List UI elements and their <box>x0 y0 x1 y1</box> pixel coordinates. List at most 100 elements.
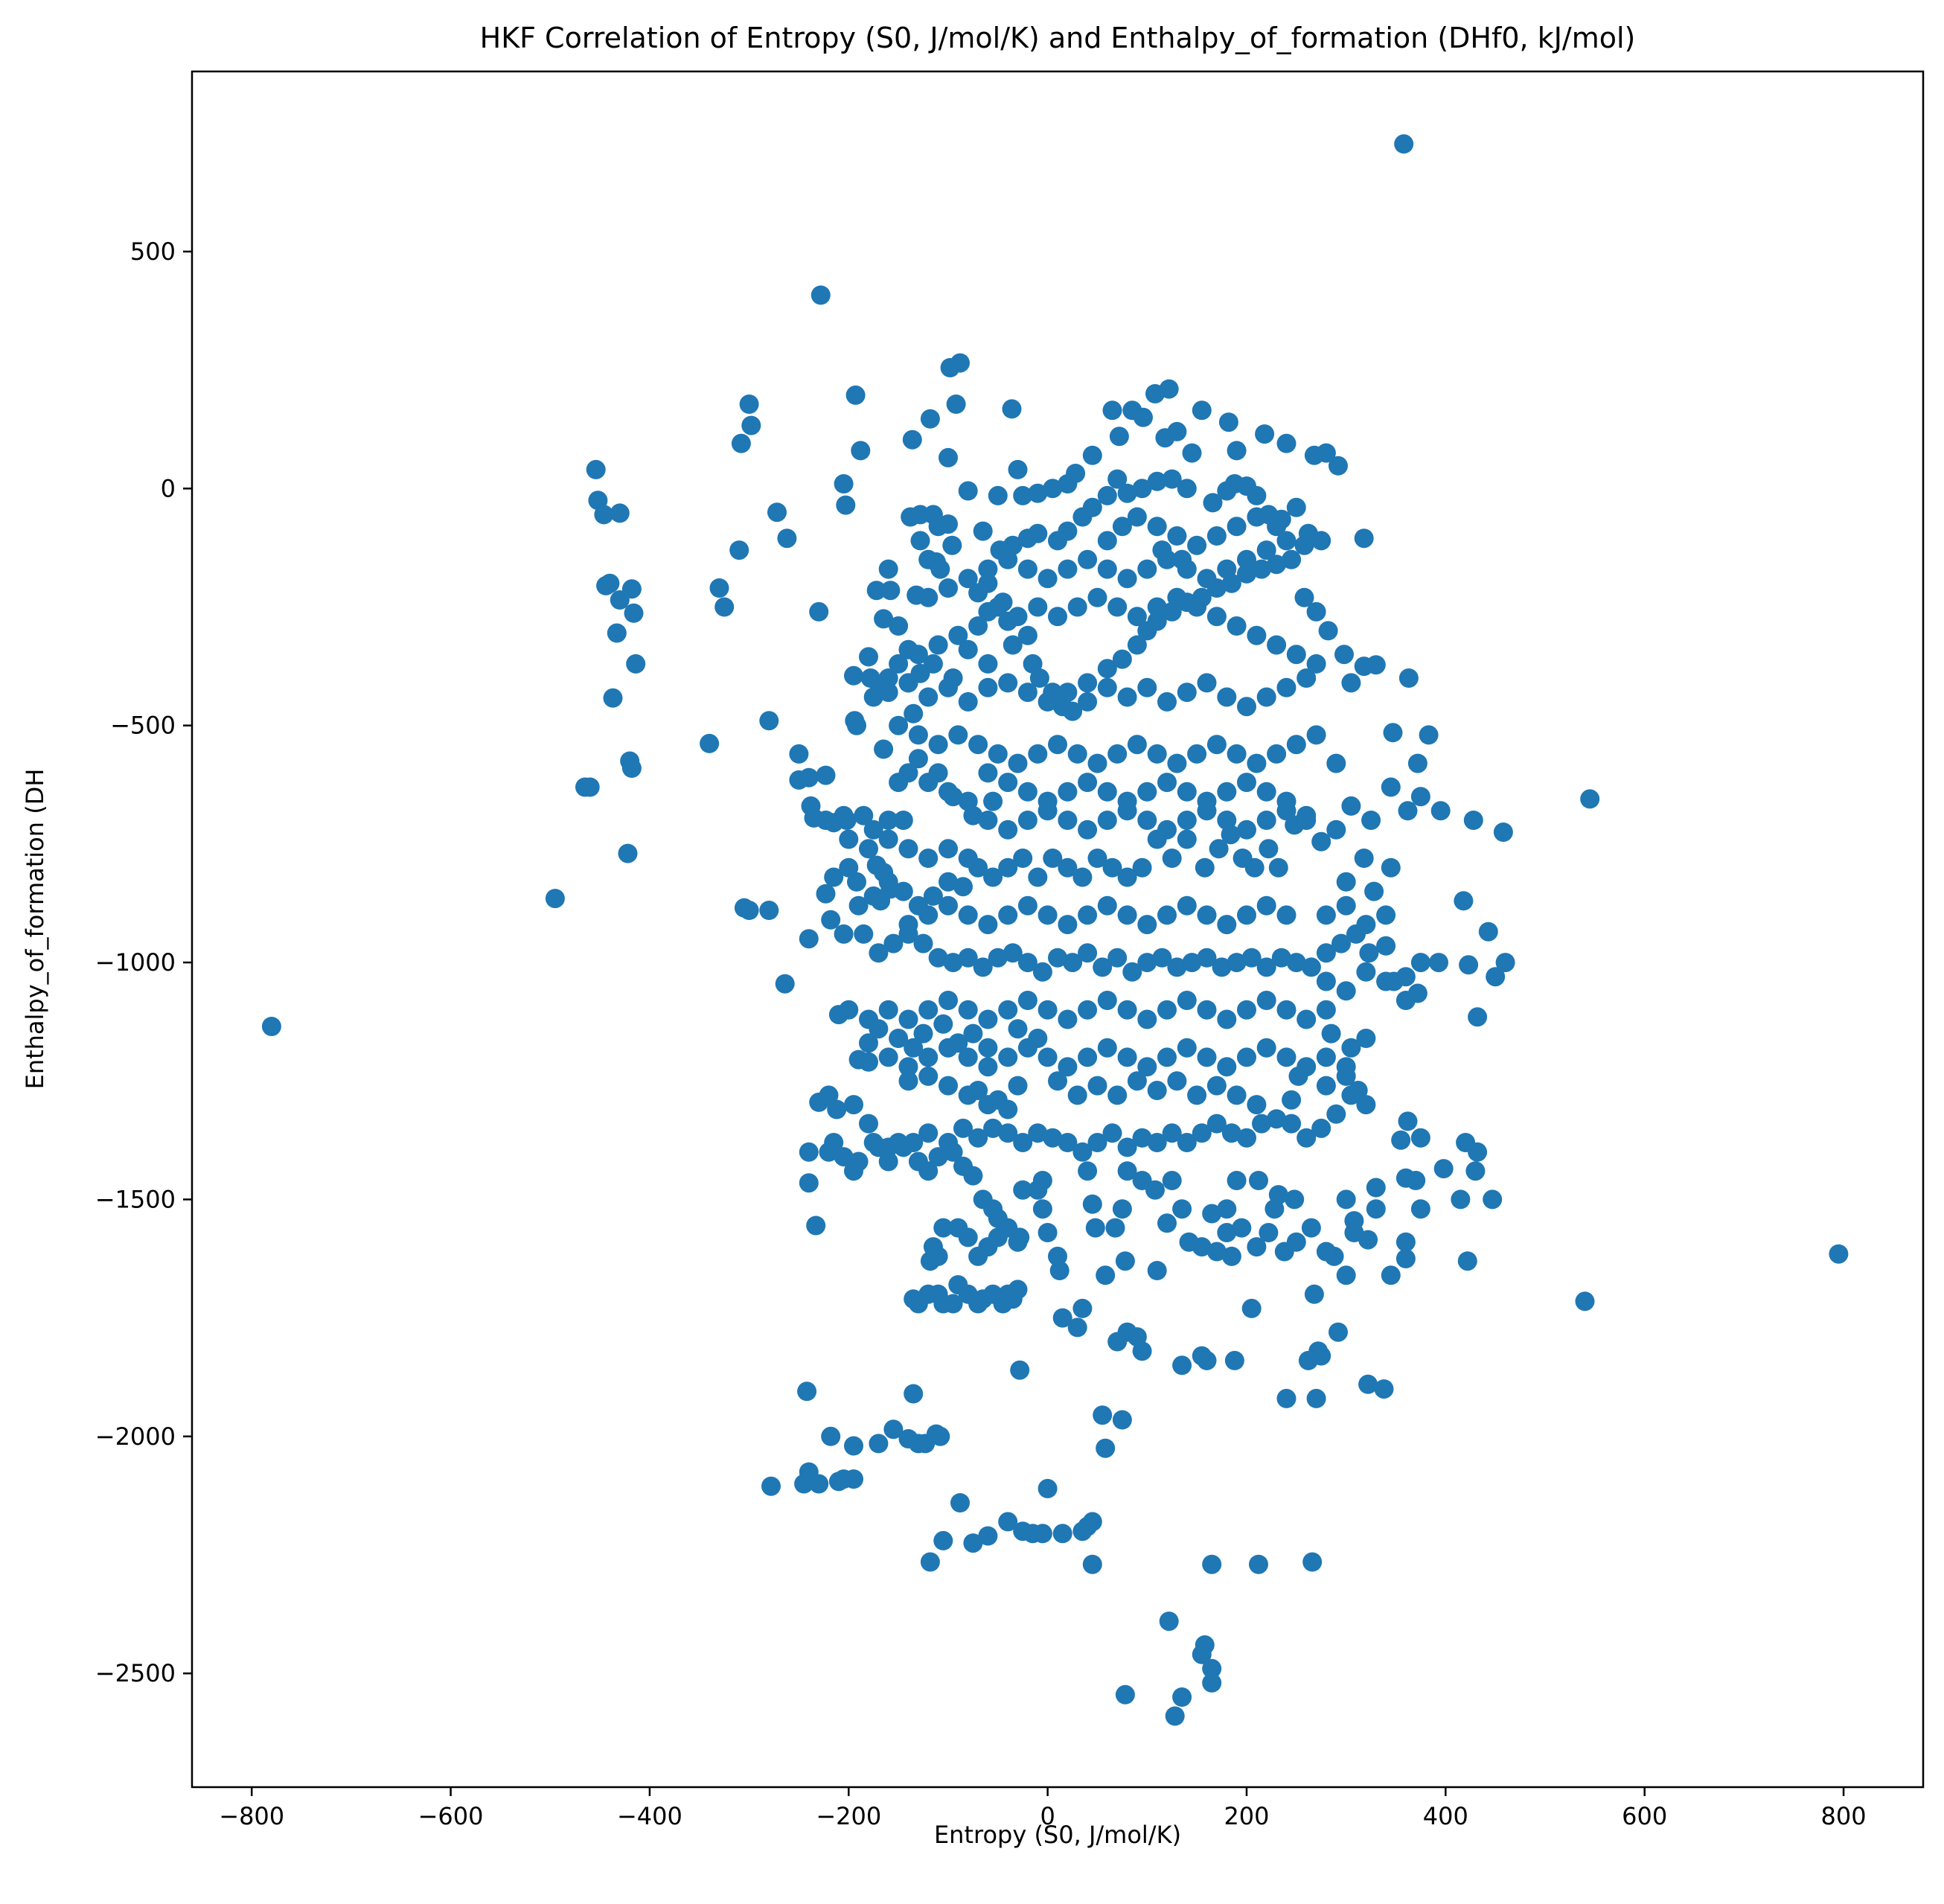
scatter-points <box>261 134 1849 1726</box>
data-point <box>968 735 988 755</box>
data-point <box>1459 955 1479 975</box>
data-point <box>1256 991 1276 1010</box>
data-point <box>963 1023 983 1044</box>
data-point <box>928 948 948 968</box>
data-point <box>1341 1038 1361 1058</box>
data-point <box>889 616 909 636</box>
data-point <box>958 639 978 659</box>
data-point <box>1058 782 1078 802</box>
data-point <box>1217 1199 1237 1219</box>
data-point <box>1122 962 1142 982</box>
data-point <box>908 749 928 769</box>
data-point <box>958 849 978 868</box>
data-point <box>863 886 883 906</box>
data-point <box>1097 531 1117 551</box>
data-point <box>1058 683 1078 703</box>
data-point <box>759 901 779 920</box>
data-point <box>930 1426 950 1446</box>
data-point <box>1127 1071 1147 1091</box>
data-point <box>998 549 1018 569</box>
data-point <box>1256 895 1276 916</box>
data-point <box>1147 744 1167 764</box>
data-point <box>889 654 909 674</box>
data-point <box>1028 867 1048 887</box>
data-point <box>1276 433 1296 453</box>
data-point <box>1366 1199 1386 1219</box>
data-point <box>1137 782 1157 802</box>
data-point <box>1336 1189 1356 1210</box>
data-point <box>1162 1171 1182 1190</box>
data-point <box>1137 953 1157 973</box>
data-point <box>739 394 759 414</box>
data-point <box>928 763 948 783</box>
data-point <box>1356 1095 1376 1115</box>
data-point <box>1302 1552 1323 1572</box>
data-point <box>1008 1076 1028 1096</box>
x-tick-label: 400 <box>1423 1802 1468 1830</box>
data-point <box>1177 1133 1197 1152</box>
data-point <box>1097 895 1117 916</box>
data-point <box>1172 1199 1192 1219</box>
data-point <box>883 933 904 953</box>
data-point <box>1381 1265 1401 1285</box>
data-point <box>1162 1123 1182 1143</box>
data-point <box>1165 1706 1185 1726</box>
data-point <box>1137 1009 1157 1029</box>
data-point <box>1217 1057 1237 1077</box>
data-point <box>1182 443 1202 463</box>
data-point <box>1495 953 1515 973</box>
data-point <box>1232 1218 1252 1238</box>
data-point <box>939 1133 958 1152</box>
y-tick-label: 500 <box>130 237 176 266</box>
data-point <box>1063 953 1083 973</box>
data-point <box>1013 485 1033 505</box>
data-point <box>866 581 886 601</box>
data-point <box>1282 549 1302 569</box>
data-point <box>1356 915 1376 935</box>
data-point <box>1298 1350 1318 1370</box>
data-point <box>834 1147 854 1167</box>
data-point <box>1192 1123 1212 1143</box>
data-point <box>1093 1405 1113 1425</box>
data-point <box>1152 948 1172 968</box>
data-point <box>998 1123 1018 1143</box>
data-point <box>1374 1379 1394 1399</box>
data-point <box>607 623 627 643</box>
data-point <box>1294 535 1314 555</box>
data-point <box>844 665 863 686</box>
data-point <box>839 857 859 878</box>
data-point <box>878 829 898 849</box>
data-point <box>621 579 642 599</box>
data-point <box>1117 1047 1137 1067</box>
data-point <box>828 1005 848 1025</box>
data-point <box>863 687 883 707</box>
data-point <box>1344 1223 1364 1242</box>
data-point <box>759 711 779 731</box>
data-point <box>1052 1308 1072 1328</box>
data-point <box>1037 1000 1058 1020</box>
data-point <box>1395 1249 1416 1268</box>
data-point <box>1197 569 1217 589</box>
data-point <box>1218 412 1238 432</box>
data-point <box>939 991 958 1010</box>
data-point <box>1202 1204 1222 1224</box>
data-point <box>948 625 968 645</box>
data-point <box>1097 485 1117 505</box>
data-point <box>1395 991 1416 1010</box>
data-point <box>1072 1298 1093 1318</box>
data-point <box>968 1128 988 1148</box>
data-point <box>902 429 922 450</box>
data-point <box>1167 1071 1187 1091</box>
data-point <box>1117 483 1137 503</box>
data-point <box>1237 1128 1256 1148</box>
data-point <box>1072 1142 1093 1162</box>
data-point <box>1202 1673 1222 1693</box>
data-point <box>1078 691 1098 712</box>
data-point <box>948 1275 968 1295</box>
data-point <box>1112 649 1132 669</box>
data-point <box>1341 796 1361 816</box>
data-point <box>1192 1644 1212 1664</box>
data-point <box>978 1526 998 1546</box>
data-point <box>973 521 993 541</box>
data-point <box>1017 683 1037 703</box>
